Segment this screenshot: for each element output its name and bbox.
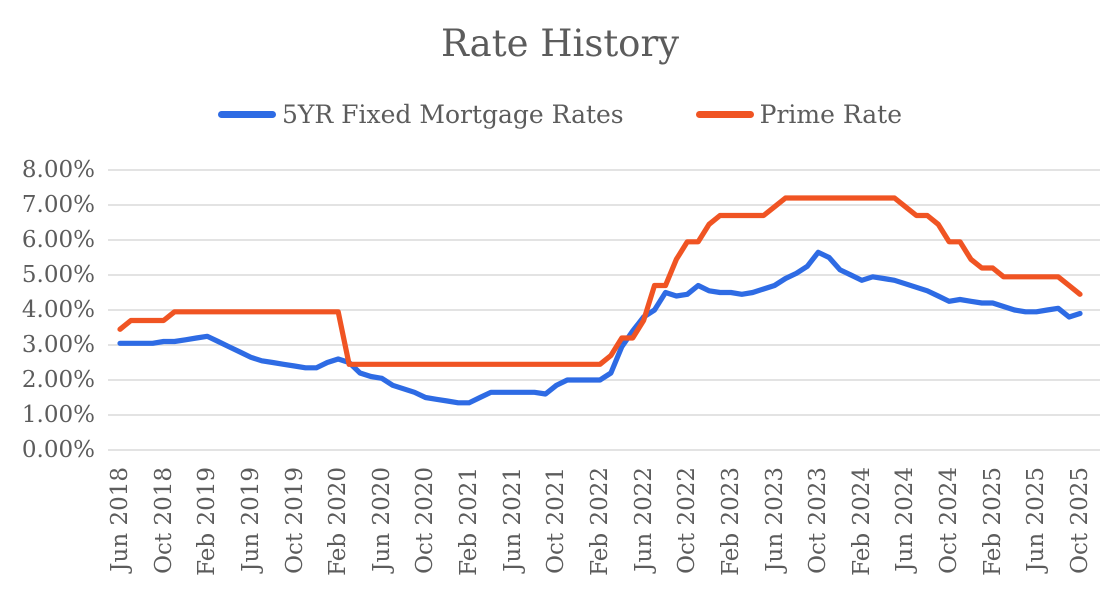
x-axis-label: Jun 2021 [499,467,526,572]
y-axis-label: 0.00% [21,437,95,463]
y-axis-label: 7.00% [21,192,95,218]
x-axis-label: Feb 2020 [325,467,352,576]
legend-line-swatch-prime-rate [695,111,754,118]
y-axis-label: 8.00% [21,157,95,183]
x-axis-label: Feb 2022 [587,467,613,576]
y-axis-label: 6.00% [21,227,95,253]
y-axis-label: 4.00% [21,297,95,323]
x-axis-label: Oct 2018 [150,467,177,574]
x-axis-label: Jun 2024 [892,467,919,572]
x-axis-label: Feb 2025 [979,467,1006,576]
series-line-prime-rate [117,195,1083,367]
legend-item-prime-rate: Prime Rate [695,100,902,129]
x-axis-label: Jun 2020 [368,467,395,572]
legend-label-prime-rate: Prime Rate [759,100,902,129]
x-axis-label: Oct 2020 [412,467,439,574]
x-axis-label: Oct 2024 [936,467,963,574]
y-axis-label: 5.00% [21,262,95,288]
x-axis-label: Feb 2024 [848,467,875,576]
x-axis-label: Jun 2019 [237,467,264,572]
x-axis-label: Feb 2019 [194,467,221,576]
x-axis-label: Jun 2018 [107,467,133,572]
x-axis-label: Feb 2021 [456,467,483,576]
x-axis-label: Jun 2025 [1023,467,1050,572]
x-axis-label: Feb 2023 [717,467,744,576]
legend-label-5yr-fixed: 5YR Fixed Mortgage Rates [282,100,624,129]
series-line-5yr-fixed [117,249,1083,406]
y-axis-label: 3.00% [21,332,95,358]
x-axis-label: Jun 2023 [761,467,788,572]
x-axis-label: Oct 2022 [674,467,701,574]
chart-title: Rate History [440,22,680,65]
legend-line-swatch-5yr-fixed [218,111,276,118]
x-axis-label: Oct 2025 [1067,467,1093,574]
y-axis-label: 1.00% [21,402,95,428]
legend-item-5yr-fixed: 5YR Fixed Mortgage Rates [218,100,624,129]
x-axis-label: Oct 2021 [543,467,570,574]
x-axis-label: Oct 2019 [281,467,308,574]
y-axis-label: 2.00% [21,367,95,393]
x-axis-label: Jun 2022 [630,467,657,572]
x-axis-label: Oct 2023 [805,467,832,574]
legend: 5YR Fixed Mortgage Rates Prime Rate [0,100,1120,129]
